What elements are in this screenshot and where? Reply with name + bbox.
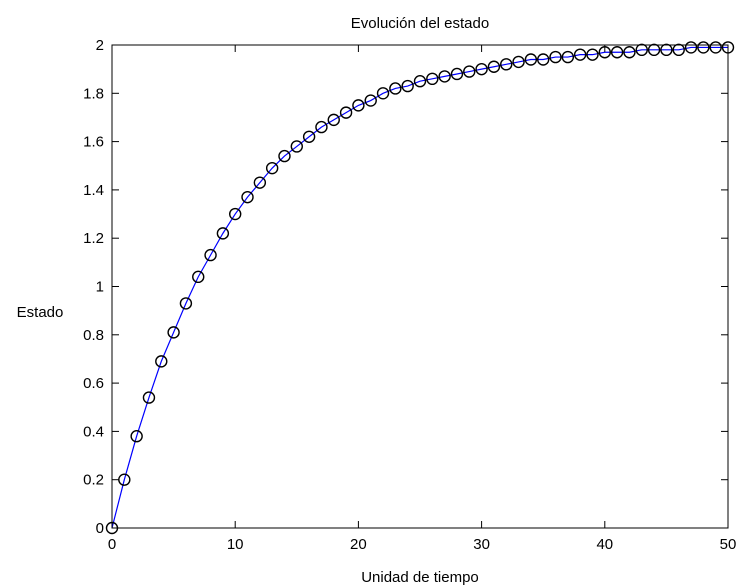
data-point	[302, 130, 316, 143]
data-point	[278, 149, 291, 163]
data-point	[315, 120, 328, 134]
data-point	[376, 87, 390, 100]
data-point	[179, 297, 193, 310]
x-tick-label: 30	[473, 536, 490, 553]
x-tick-label: 10	[227, 536, 244, 553]
y-tick-label: 1.8	[83, 85, 104, 102]
data-point	[450, 67, 464, 81]
data-point	[426, 72, 439, 86]
data-point	[463, 65, 476, 78]
data-point	[130, 430, 143, 443]
data-point	[339, 106, 353, 119]
y-tick-label: 0.4	[83, 423, 104, 440]
y-axis-label: Estado	[17, 304, 64, 321]
ticks-layer: 0 10 20 30 40 50 0 0.2 0.4 0.6 0.8 1 1.2 1.4 1.6 1.8 2	[83, 37, 736, 553]
y-tick-label: 1.6	[83, 134, 104, 151]
y-tick-label: 2	[96, 37, 104, 54]
data-point	[549, 50, 562, 64]
data-point	[487, 60, 501, 73]
data-point	[228, 207, 242, 221]
data-point	[401, 79, 414, 93]
data-point	[364, 94, 377, 107]
data-point	[290, 140, 303, 153]
y-tick-label: 1.4	[83, 182, 104, 199]
x-tick-label: 50	[720, 536, 737, 553]
data-point	[647, 43, 661, 57]
data-point	[573, 48, 587, 61]
x-tick-label: 40	[596, 536, 613, 553]
y-tick-label: 0.8	[83, 327, 104, 344]
data-point	[142, 391, 156, 404]
data-point	[253, 176, 267, 189]
data-point	[623, 46, 636, 59]
data-point	[413, 75, 427, 88]
data-point	[216, 227, 230, 240]
y-tick-label: 0.6	[83, 375, 104, 392]
y-tick-label: 0	[96, 520, 104, 537]
data-point	[610, 46, 624, 59]
data-point	[684, 41, 698, 54]
series-line	[111, 46, 728, 529]
data-point	[586, 48, 599, 61]
data-point	[167, 326, 180, 339]
y-tick-label: 1	[96, 279, 104, 296]
data-point	[155, 355, 168, 368]
data-point	[660, 43, 673, 57]
data-point	[204, 248, 217, 262]
data-point	[438, 70, 451, 83]
data-point	[697, 41, 710, 54]
x-axis-label: Unidad de tiempo	[361, 569, 479, 585]
chart-title: Evolución del estado	[351, 15, 489, 32]
data-point	[672, 43, 685, 57]
data-point	[524, 53, 538, 66]
data-point	[561, 50, 575, 64]
x-tick-label: 20	[350, 536, 367, 553]
data-point	[352, 99, 365, 112]
data-point	[475, 62, 488, 76]
data-point	[537, 53, 550, 66]
data-point	[512, 55, 525, 69]
data-point	[192, 270, 205, 284]
x-tick-label: 0	[108, 536, 116, 553]
data-point	[709, 41, 722, 54]
y-tick-label: 1.2	[83, 230, 104, 247]
data-point	[265, 161, 279, 175]
series-layer	[105, 41, 735, 535]
y-tick-label: 0.2	[83, 472, 104, 489]
data-point	[241, 190, 254, 204]
data-point	[635, 43, 648, 57]
data-point	[327, 113, 340, 127]
data-point	[500, 58, 513, 71]
data-point	[389, 82, 402, 95]
